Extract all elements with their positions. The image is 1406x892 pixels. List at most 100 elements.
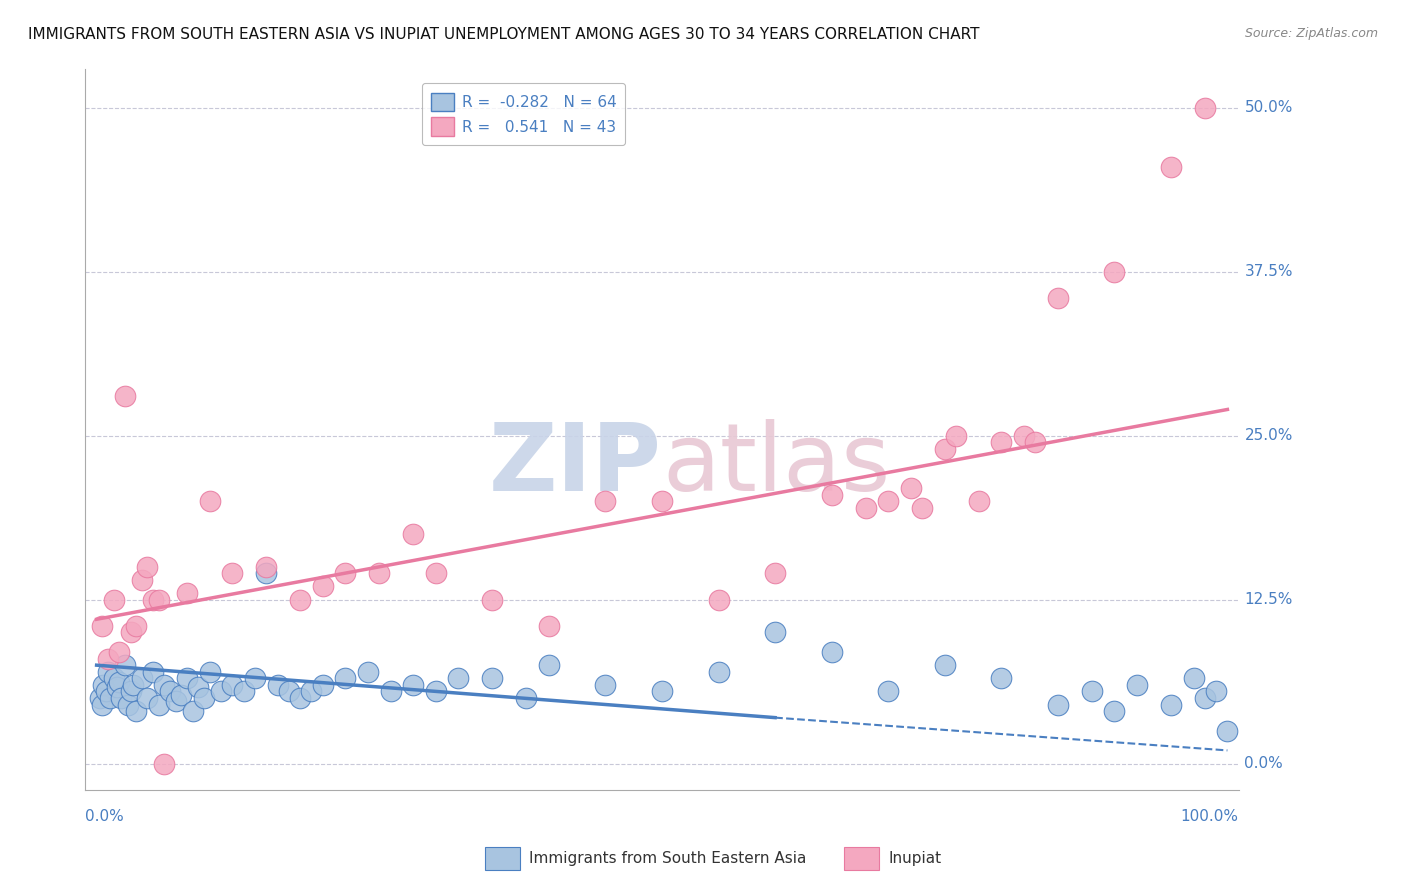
Point <box>368 566 391 581</box>
Point <box>198 494 221 508</box>
Point <box>335 566 357 581</box>
Point <box>221 678 243 692</box>
Point <box>855 500 877 515</box>
Point <box>131 671 153 685</box>
Point <box>934 442 956 456</box>
Point <box>515 690 537 705</box>
Point <box>763 625 786 640</box>
Point <box>114 658 136 673</box>
Text: 50.0%: 50.0% <box>1244 101 1292 115</box>
Point <box>121 678 143 692</box>
Point <box>181 704 204 718</box>
Point <box>1216 723 1239 738</box>
Point <box>1194 690 1216 705</box>
Point <box>103 671 125 685</box>
Point <box>425 566 447 581</box>
Point <box>165 693 187 707</box>
Point <box>108 645 131 659</box>
Text: 25.0%: 25.0% <box>1244 428 1292 443</box>
Point <box>153 678 176 692</box>
Point <box>108 675 131 690</box>
Text: Immigrants from South Eastern Asia: Immigrants from South Eastern Asia <box>529 851 806 866</box>
Text: IMMIGRANTS FROM SOUTH EASTERN ASIA VS INUPIAT UNEMPLOYMENT AMONG AGES 30 TO 34 Y: IMMIGRANTS FROM SOUTH EASTERN ASIA VS IN… <box>28 27 980 42</box>
Point <box>1205 684 1227 698</box>
Point <box>425 684 447 698</box>
Point <box>221 566 243 581</box>
Point <box>254 566 277 581</box>
Point <box>900 481 922 495</box>
Point <box>153 756 176 771</box>
Point <box>537 658 560 673</box>
Point <box>481 671 503 685</box>
Point <box>176 586 198 600</box>
Point <box>1160 698 1182 712</box>
Point <box>103 592 125 607</box>
Point <box>1012 428 1035 442</box>
Point <box>301 684 323 698</box>
Point <box>820 488 842 502</box>
Point <box>209 684 232 698</box>
Point <box>877 684 900 698</box>
Point <box>651 494 673 508</box>
Point <box>120 625 142 640</box>
Point <box>98 690 121 705</box>
Point <box>142 665 165 679</box>
Legend: R =  -0.282   N = 64, R =   0.541   N = 43: R = -0.282 N = 64, R = 0.541 N = 43 <box>422 83 626 145</box>
Point <box>1080 684 1102 698</box>
Point <box>97 665 120 679</box>
Point <box>945 428 967 442</box>
Point <box>911 500 934 515</box>
Point <box>595 678 617 692</box>
Point <box>120 684 142 698</box>
Point <box>312 678 335 692</box>
Point <box>707 665 730 679</box>
Point <box>707 592 730 607</box>
Point <box>990 435 1012 450</box>
Point <box>193 690 215 705</box>
Point <box>990 671 1012 685</box>
Point <box>170 689 193 703</box>
Point <box>277 684 299 698</box>
Point <box>820 645 842 659</box>
Text: Source: ZipAtlas.com: Source: ZipAtlas.com <box>1244 27 1378 40</box>
Point <box>357 665 380 679</box>
Text: 12.5%: 12.5% <box>1244 592 1292 607</box>
Point <box>125 704 148 718</box>
Point <box>254 559 277 574</box>
Point <box>877 494 900 508</box>
Text: 0.0%: 0.0% <box>86 809 124 824</box>
Point <box>91 698 114 712</box>
Text: Inupiat: Inupiat <box>889 851 942 866</box>
Point <box>595 494 617 508</box>
Point <box>335 671 357 685</box>
Point <box>288 592 311 607</box>
Text: atlas: atlas <box>662 419 890 511</box>
Text: 0.0%: 0.0% <box>1244 756 1284 771</box>
Point <box>131 573 153 587</box>
Point <box>136 690 159 705</box>
Text: 100.0%: 100.0% <box>1181 809 1239 824</box>
Point <box>198 665 221 679</box>
Point <box>1046 698 1069 712</box>
Point <box>402 527 425 541</box>
Point <box>967 494 990 508</box>
Point <box>312 580 335 594</box>
Point <box>97 651 120 665</box>
Text: 37.5%: 37.5% <box>1244 264 1294 279</box>
Point <box>148 592 170 607</box>
Point <box>94 684 117 698</box>
Point <box>402 678 425 692</box>
Point <box>114 389 136 403</box>
Point <box>110 690 132 705</box>
Point <box>1024 435 1046 450</box>
Point <box>934 658 956 673</box>
Point <box>105 681 128 695</box>
Point <box>481 592 503 607</box>
Point <box>148 698 170 712</box>
Point <box>380 684 402 698</box>
Point <box>1104 704 1126 718</box>
Point <box>288 690 311 705</box>
Point <box>651 684 673 698</box>
Point <box>1126 678 1149 692</box>
Point <box>447 671 470 685</box>
